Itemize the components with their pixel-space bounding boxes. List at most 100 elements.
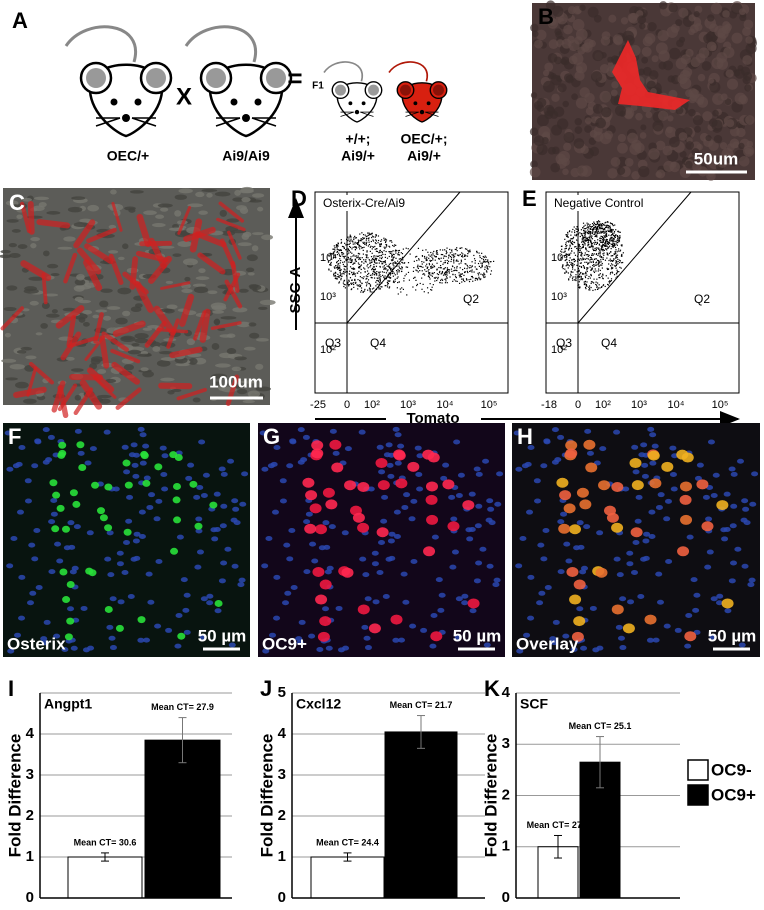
nucleus [220,471,228,477]
nucleus [10,536,18,542]
nucleus [341,530,349,536]
event [596,221,598,223]
event [431,267,433,269]
nucleus [709,634,717,640]
event [573,258,576,261]
event [582,273,585,275]
event [571,238,573,240]
nucleus [635,494,643,500]
event [610,268,613,270]
cell-texture [724,98,732,106]
event [453,262,455,264]
event [446,259,448,262]
event [352,263,354,265]
event [584,224,586,226]
event [429,255,431,257]
event [569,276,571,278]
event [375,234,377,236]
event [594,247,596,250]
event [429,260,432,262]
event [375,262,377,264]
cell-texture [5,377,18,381]
event [578,258,580,260]
event [347,250,349,252]
event [584,228,586,230]
event [350,282,352,284]
event [348,245,351,248]
tick-label: 10² [551,344,567,356]
event [601,242,603,244]
bar [67,856,143,899]
nucleus [738,642,746,648]
event [375,255,377,257]
event [467,250,469,252]
event [416,270,418,272]
nucleus [550,640,558,646]
event [612,233,614,236]
event [582,257,584,259]
nucleus [47,434,55,440]
event [361,257,363,259]
cell-texture [658,110,669,121]
cell-texture [11,229,21,233]
cell-texture [692,162,702,173]
event [582,245,584,247]
event [369,285,372,287]
nucleus [335,605,343,611]
stained-cell [563,503,576,514]
event [598,263,600,265]
event [618,248,620,250]
event [597,225,599,228]
event [602,241,605,243]
event [603,230,605,232]
event [349,246,352,249]
nucleus [182,607,190,613]
cell-texture [638,165,650,178]
event [601,277,604,279]
event [566,261,568,264]
event [610,240,613,242]
cell-texture [82,310,93,315]
event [374,245,376,248]
event [456,249,458,252]
event [412,286,414,288]
nucleus [56,558,64,564]
nucleus [143,475,151,481]
nucleus [218,466,226,472]
event [571,277,574,279]
event [585,230,587,232]
stained-cell [91,481,100,489]
event [426,267,428,270]
event [369,288,371,290]
nucleus [562,633,570,639]
event [599,249,601,251]
stained-cell [375,458,388,469]
nucleus [6,466,14,472]
event [605,275,607,277]
stained-cell [430,631,443,642]
cell-texture [198,268,206,274]
event [359,239,361,242]
cell-texture [685,141,694,150]
event [466,248,468,250]
event [445,272,447,274]
event [619,235,621,237]
event [421,277,423,279]
event [423,261,425,263]
event [418,259,420,261]
event [466,268,468,270]
event [360,239,362,241]
event [588,287,591,289]
event [475,277,478,279]
event [359,257,361,259]
stained-cell [319,616,332,627]
tick-label: 10³ [320,291,336,303]
whisker [95,117,121,127]
event [464,263,466,265]
event [600,227,603,229]
event [397,254,399,256]
error-bar [178,717,187,764]
nucleus [652,637,660,643]
cell-texture [252,193,265,198]
event [360,284,362,286]
